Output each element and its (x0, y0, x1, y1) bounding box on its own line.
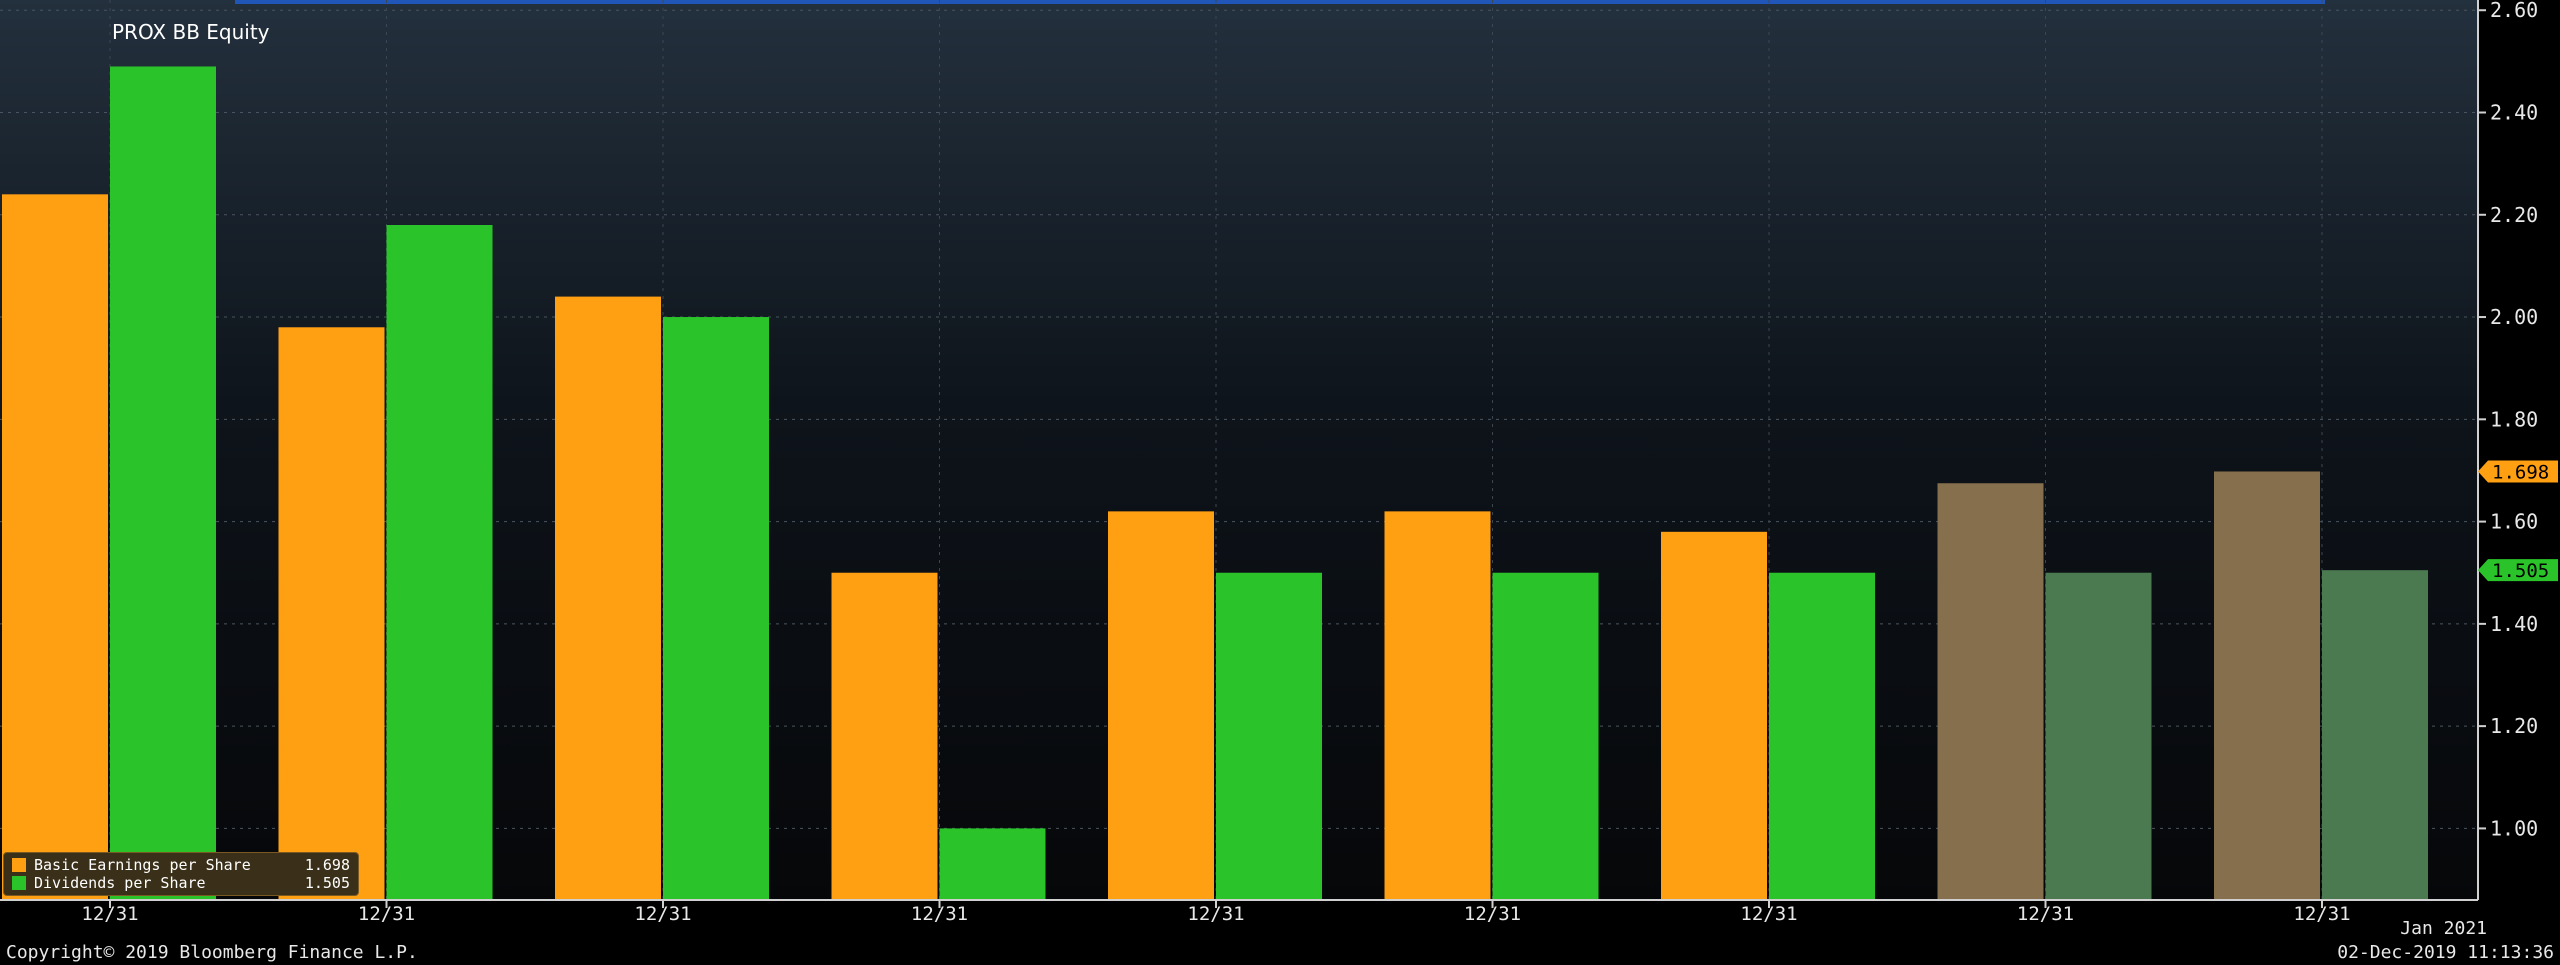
last-value-label: 1.505 (2492, 560, 2549, 582)
y-tick-label: 2.40 (2490, 101, 2538, 125)
x-tick-label: 12/31 (911, 903, 968, 925)
x-tick-label: 12/31 (634, 903, 691, 925)
last-value-tag-dividends: 1.505 (2478, 559, 2558, 582)
bar-dividends[interactable] (1769, 572, 1875, 900)
bars-group (2, 66, 2428, 901)
legend-label-dividends: Dividends per Share (34, 874, 206, 892)
bar-earnings[interactable] (2, 194, 108, 900)
x-tick-label: 12/31 (358, 903, 415, 925)
y-tick-label: 1.20 (2490, 714, 2538, 738)
bar-earnings[interactable] (555, 296, 661, 900)
bar-earnings[interactable] (1937, 483, 2044, 900)
bar-earnings[interactable] (1661, 531, 1767, 900)
legend-label-earnings: Basic Earnings per Share (34, 856, 251, 874)
y-axis: 1.00 1.20 1.40 1.60 1.80 2.00 2.20 2.40 2.60 1.69… (2477, 0, 2558, 900)
copyright-text: Copyright© 2019 Bloomberg Finance L.P. (6, 942, 418, 963)
legend-swatch-dividends (12, 876, 26, 890)
next-period-label: Jan 2021 (2400, 918, 2487, 939)
timestamp-text: 02-Dec-2019 11:13:36 (2337, 942, 2554, 963)
bar-dividends[interactable] (386, 225, 493, 900)
top-accent-bar (235, 0, 2325, 4)
legend-value-earnings: 1.698 (304, 856, 350, 874)
bar-dividends[interactable] (663, 317, 769, 901)
y-tick-label: 2.20 (2490, 203, 2538, 227)
bar-earnings[interactable] (278, 327, 385, 901)
y-tick-label: 2.00 (2490, 305, 2538, 329)
bar-dividends[interactable] (2322, 570, 2428, 900)
last-value-tag-earnings: 1.698 (2478, 460, 2558, 483)
bar-dividends[interactable] (939, 828, 1046, 900)
y-tick-label: 1.80 (2490, 407, 2538, 431)
y-tick-label: 1.40 (2490, 612, 2538, 636)
bar-dividends[interactable] (1216, 572, 1322, 900)
y-tick-label: 1.60 (2490, 510, 2538, 534)
ticker-title: PROX BB Equity (112, 20, 270, 44)
x-tick-label: 12/31 (2017, 903, 2074, 925)
bar-dividends[interactable] (2045, 572, 2152, 900)
legend[interactable]: Basic Earnings per Share 1.698 Dividends… (3, 852, 359, 896)
legend-item-earnings[interactable]: Basic Earnings per Share 1.698 (12, 856, 350, 874)
bar-dividends[interactable] (110, 66, 216, 900)
legend-swatch-earnings (12, 858, 26, 872)
bar-dividends[interactable] (1492, 572, 1599, 900)
x-axis: 12/31 12/31 12/31 12/31 12/31 12/31 12/31 12/31… (0, 899, 2478, 925)
x-tick-label: 12/31 (1187, 903, 1244, 925)
x-tick-label: 12/31 (81, 903, 138, 925)
x-tick-label: 12/31 (1740, 903, 1797, 925)
last-value-label: 1.698 (2492, 461, 2549, 483)
y-tick-label: 2.60 (2490, 0, 2538, 22)
x-tick-label: 12/31 (1464, 903, 1521, 925)
y-tick-label: 1.00 (2490, 816, 2538, 840)
bar-earnings[interactable] (1108, 511, 1214, 900)
x-tick-label: 12/31 (2293, 903, 2350, 925)
legend-value-dividends: 1.505 (304, 874, 350, 892)
bar-earnings[interactable] (2214, 471, 2320, 900)
legend-item-dividends[interactable]: Dividends per Share 1.505 (12, 874, 350, 892)
bar-earnings[interactable] (1384, 511, 1491, 900)
bar-earnings[interactable] (831, 572, 938, 900)
